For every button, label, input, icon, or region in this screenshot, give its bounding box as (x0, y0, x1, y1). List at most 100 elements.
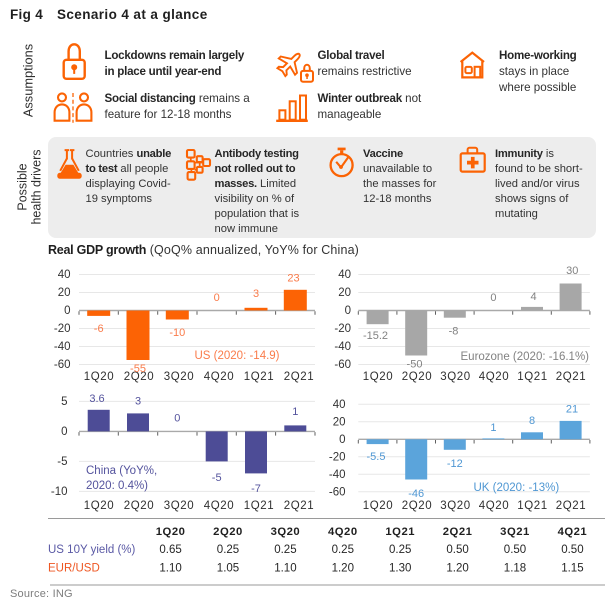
svg-text:3Q20: 3Q20 (164, 371, 195, 383)
svg-text:2Q21: 2Q21 (556, 371, 587, 383)
svg-text:2Q21: 2Q21 (284, 500, 315, 512)
svg-text:0.50: 0.50 (446, 544, 468, 556)
svg-text:-20: -20 (329, 452, 346, 464)
svg-text:-10: -10 (169, 327, 185, 339)
svg-text:0: 0 (345, 305, 351, 317)
svg-text:0: 0 (339, 434, 345, 446)
svg-text:40: 40 (58, 269, 71, 281)
svg-text:1.15: 1.15 (561, 563, 583, 575)
svg-text:21: 21 (566, 404, 578, 416)
svg-text:3: 3 (135, 396, 141, 408)
svg-text:3Q20: 3Q20 (440, 371, 471, 383)
svg-text:1Q20: 1Q20 (84, 500, 115, 512)
svg-text:US (2020: -14.9): US (2020: -14.9) (195, 350, 280, 362)
svg-text:-20: -20 (54, 323, 71, 335)
svg-text:1: 1 (490, 422, 496, 434)
svg-text:4Q20: 4Q20 (204, 371, 235, 383)
svg-text:-5.5: -5.5 (367, 451, 386, 463)
svg-text:1Q20: 1Q20 (84, 371, 115, 383)
svg-text:1.10: 1.10 (274, 563, 296, 575)
svg-text:0.25: 0.25 (389, 544, 411, 556)
svg-text:1Q21: 1Q21 (244, 500, 275, 512)
svg-text:1Q21: 1Q21 (385, 526, 415, 538)
svg-text:0.25: 0.25 (332, 544, 354, 556)
svg-text:0: 0 (174, 413, 180, 425)
svg-text:2Q20: 2Q20 (124, 500, 155, 512)
svg-text:2Q21: 2Q21 (284, 371, 315, 383)
svg-text:-10: -10 (51, 486, 68, 498)
svg-text:23: 23 (287, 273, 299, 285)
svg-text:1: 1 (292, 406, 298, 418)
svg-text:-60: -60 (54, 359, 71, 371)
svg-text:-50: -50 (407, 359, 423, 371)
svg-text:1.20: 1.20 (446, 563, 468, 575)
svg-text:3Q20: 3Q20 (440, 500, 471, 512)
svg-text:4: 4 (530, 291, 536, 303)
svg-text:4Q20: 4Q20 (479, 500, 510, 512)
svg-text:-5: -5 (212, 472, 222, 484)
svg-text:-12: -12 (447, 458, 463, 470)
svg-text:20: 20 (58, 287, 71, 299)
svg-text:30: 30 (566, 265, 578, 277)
svg-text:-15.2: -15.2 (363, 330, 388, 342)
svg-text:1Q20: 1Q20 (363, 500, 394, 512)
svg-text:2Q21: 2Q21 (443, 526, 473, 538)
svg-text:0: 0 (214, 292, 220, 304)
svg-text:40: 40 (333, 399, 346, 411)
svg-text:1Q20: 1Q20 (156, 526, 186, 538)
svg-text:-40: -40 (329, 469, 346, 481)
svg-text:US 10Y yield (%): US 10Y yield (%) (48, 544, 136, 556)
svg-text:4Q20: 4Q20 (479, 371, 510, 383)
svg-text:-60: -60 (334, 359, 351, 371)
svg-text:1.30: 1.30 (389, 563, 411, 575)
svg-text:0.65: 0.65 (159, 544, 181, 556)
svg-text:1Q21: 1Q21 (244, 371, 275, 383)
svg-text:0.50: 0.50 (504, 544, 526, 556)
svg-text:3Q20: 3Q20 (164, 500, 195, 512)
svg-text:China (YoY%,: China (YoY%, (86, 465, 157, 477)
svg-text:1Q20: 1Q20 (363, 371, 394, 383)
svg-text:0: 0 (490, 292, 496, 304)
svg-text:-40: -40 (54, 341, 71, 353)
svg-text:2Q20: 2Q20 (124, 371, 155, 383)
svg-text:3Q20: 3Q20 (271, 526, 301, 538)
svg-text:1.20: 1.20 (332, 563, 354, 575)
svg-text:UK (2020: -13%): UK (2020: -13%) (474, 482, 560, 494)
svg-text:-60: -60 (329, 487, 346, 499)
svg-text:2Q20: 2Q20 (213, 526, 243, 538)
svg-text:5: 5 (61, 396, 67, 408)
svg-text:-40: -40 (334, 341, 351, 353)
svg-text:-7: -7 (251, 483, 261, 495)
svg-text:Eurozone (2020: -16.1%): Eurozone (2020: -16.1%) (461, 351, 590, 363)
svg-text:-6: -6 (94, 323, 104, 335)
svg-text:3: 3 (253, 288, 259, 300)
svg-text:0.25: 0.25 (274, 544, 296, 556)
svg-text:-5: -5 (57, 456, 67, 468)
svg-text:4Q20: 4Q20 (328, 526, 358, 538)
svg-text:-46: -46 (408, 488, 424, 500)
svg-text:2Q21: 2Q21 (556, 500, 587, 512)
svg-text:-55: -55 (130, 363, 146, 375)
svg-text:4Q21: 4Q21 (558, 526, 588, 538)
svg-text:EUR/USD: EUR/USD (48, 563, 100, 575)
svg-text:3Q21: 3Q21 (500, 526, 530, 538)
svg-text:health drivers: health drivers (30, 149, 44, 224)
svg-text:20: 20 (338, 287, 351, 299)
svg-text:40: 40 (338, 269, 351, 281)
svg-text:Possible: Possible (16, 163, 30, 210)
svg-text:0: 0 (64, 305, 70, 317)
svg-text:0.25: 0.25 (217, 544, 239, 556)
svg-text:1Q21: 1Q21 (517, 371, 548, 383)
svg-text:2Q20: 2Q20 (402, 500, 433, 512)
svg-text:3.6: 3.6 (89, 393, 104, 405)
svg-text:8: 8 (529, 415, 535, 427)
svg-text:1.10: 1.10 (159, 563, 181, 575)
svg-text:2Q20: 2Q20 (402, 371, 433, 383)
svg-text:1Q21: 1Q21 (517, 500, 548, 512)
svg-text:2020: 0.4%): 2020: 0.4%) (86, 480, 148, 492)
svg-text:-20: -20 (334, 323, 351, 335)
svg-text:1.05: 1.05 (217, 563, 239, 575)
svg-text:-8: -8 (449, 326, 459, 338)
svg-text:Assumptions: Assumptions (21, 44, 36, 117)
svg-text:0.50: 0.50 (561, 544, 583, 556)
